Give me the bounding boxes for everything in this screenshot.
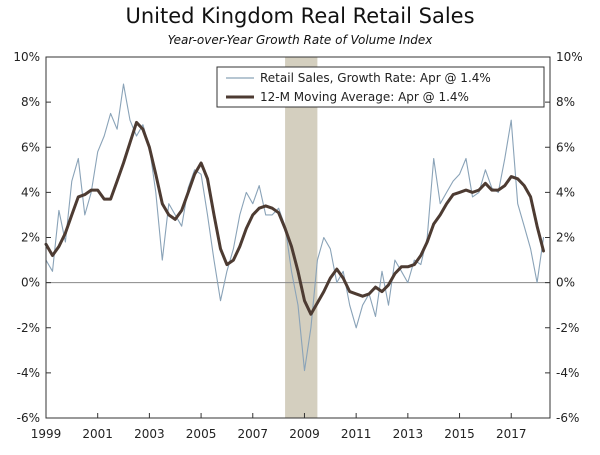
x-tick-label: 2007 xyxy=(237,427,268,441)
x-tick-label: 2003 xyxy=(134,427,165,441)
x-tick-label: 2011 xyxy=(341,427,372,441)
legend-label-average: 12-M Moving Average: Apr @ 1.4% xyxy=(260,90,469,104)
y-tick-label-left: -4% xyxy=(17,366,40,380)
legend-label-retail: Retail Sales, Growth Rate: Apr @ 1.4% xyxy=(260,71,491,85)
y-tick-label-left: 6% xyxy=(21,140,40,154)
y-tick-label-right: 0% xyxy=(556,276,575,290)
y-tick-label-right: 6% xyxy=(556,140,575,154)
y-tick-label-right: -2% xyxy=(556,321,579,335)
x-tick-label: 2005 xyxy=(186,427,217,441)
y-tick-label-left: 4% xyxy=(21,185,40,199)
y-tick-label-right: -6% xyxy=(556,411,579,425)
y-tick-label-right: 4% xyxy=(556,185,575,199)
y-tick-label-right: 8% xyxy=(556,95,575,109)
legend-box xyxy=(216,66,545,108)
y-tick-label-left: 10% xyxy=(13,50,40,64)
recession-band xyxy=(285,57,318,418)
x-tick-label: 2013 xyxy=(393,427,424,441)
y-tick-label-left: 8% xyxy=(21,95,40,109)
y-tick-label-right: 2% xyxy=(556,231,575,245)
chart-title: United Kingdom Real Retail Sales xyxy=(125,4,475,28)
series-moving-average-line xyxy=(44,120,545,316)
y-tick-label-left: -2% xyxy=(17,321,40,335)
x-tick-label: 1999 xyxy=(31,427,62,441)
y-tick-label-left: -6% xyxy=(17,411,40,425)
x-tick-label: 2009 xyxy=(289,427,320,441)
y-tick-label-left: 0% xyxy=(21,276,40,290)
chart-subtitle: Year-over-Year Growth Rate of Volume Ind… xyxy=(167,33,433,47)
x-tick-label: 2015 xyxy=(444,427,475,441)
x-tick-label: 2001 xyxy=(82,427,113,441)
y-tick-label-right: -4% xyxy=(556,366,579,380)
x-tick-label: 2017 xyxy=(496,427,527,441)
series-retail-sales-line xyxy=(45,83,545,372)
legend: Retail Sales, Growth Rate: Apr @ 1.4% 12… xyxy=(216,66,545,108)
y-tick-label-right: 10% xyxy=(556,50,583,64)
y-tick-label-left: 2% xyxy=(21,231,40,245)
